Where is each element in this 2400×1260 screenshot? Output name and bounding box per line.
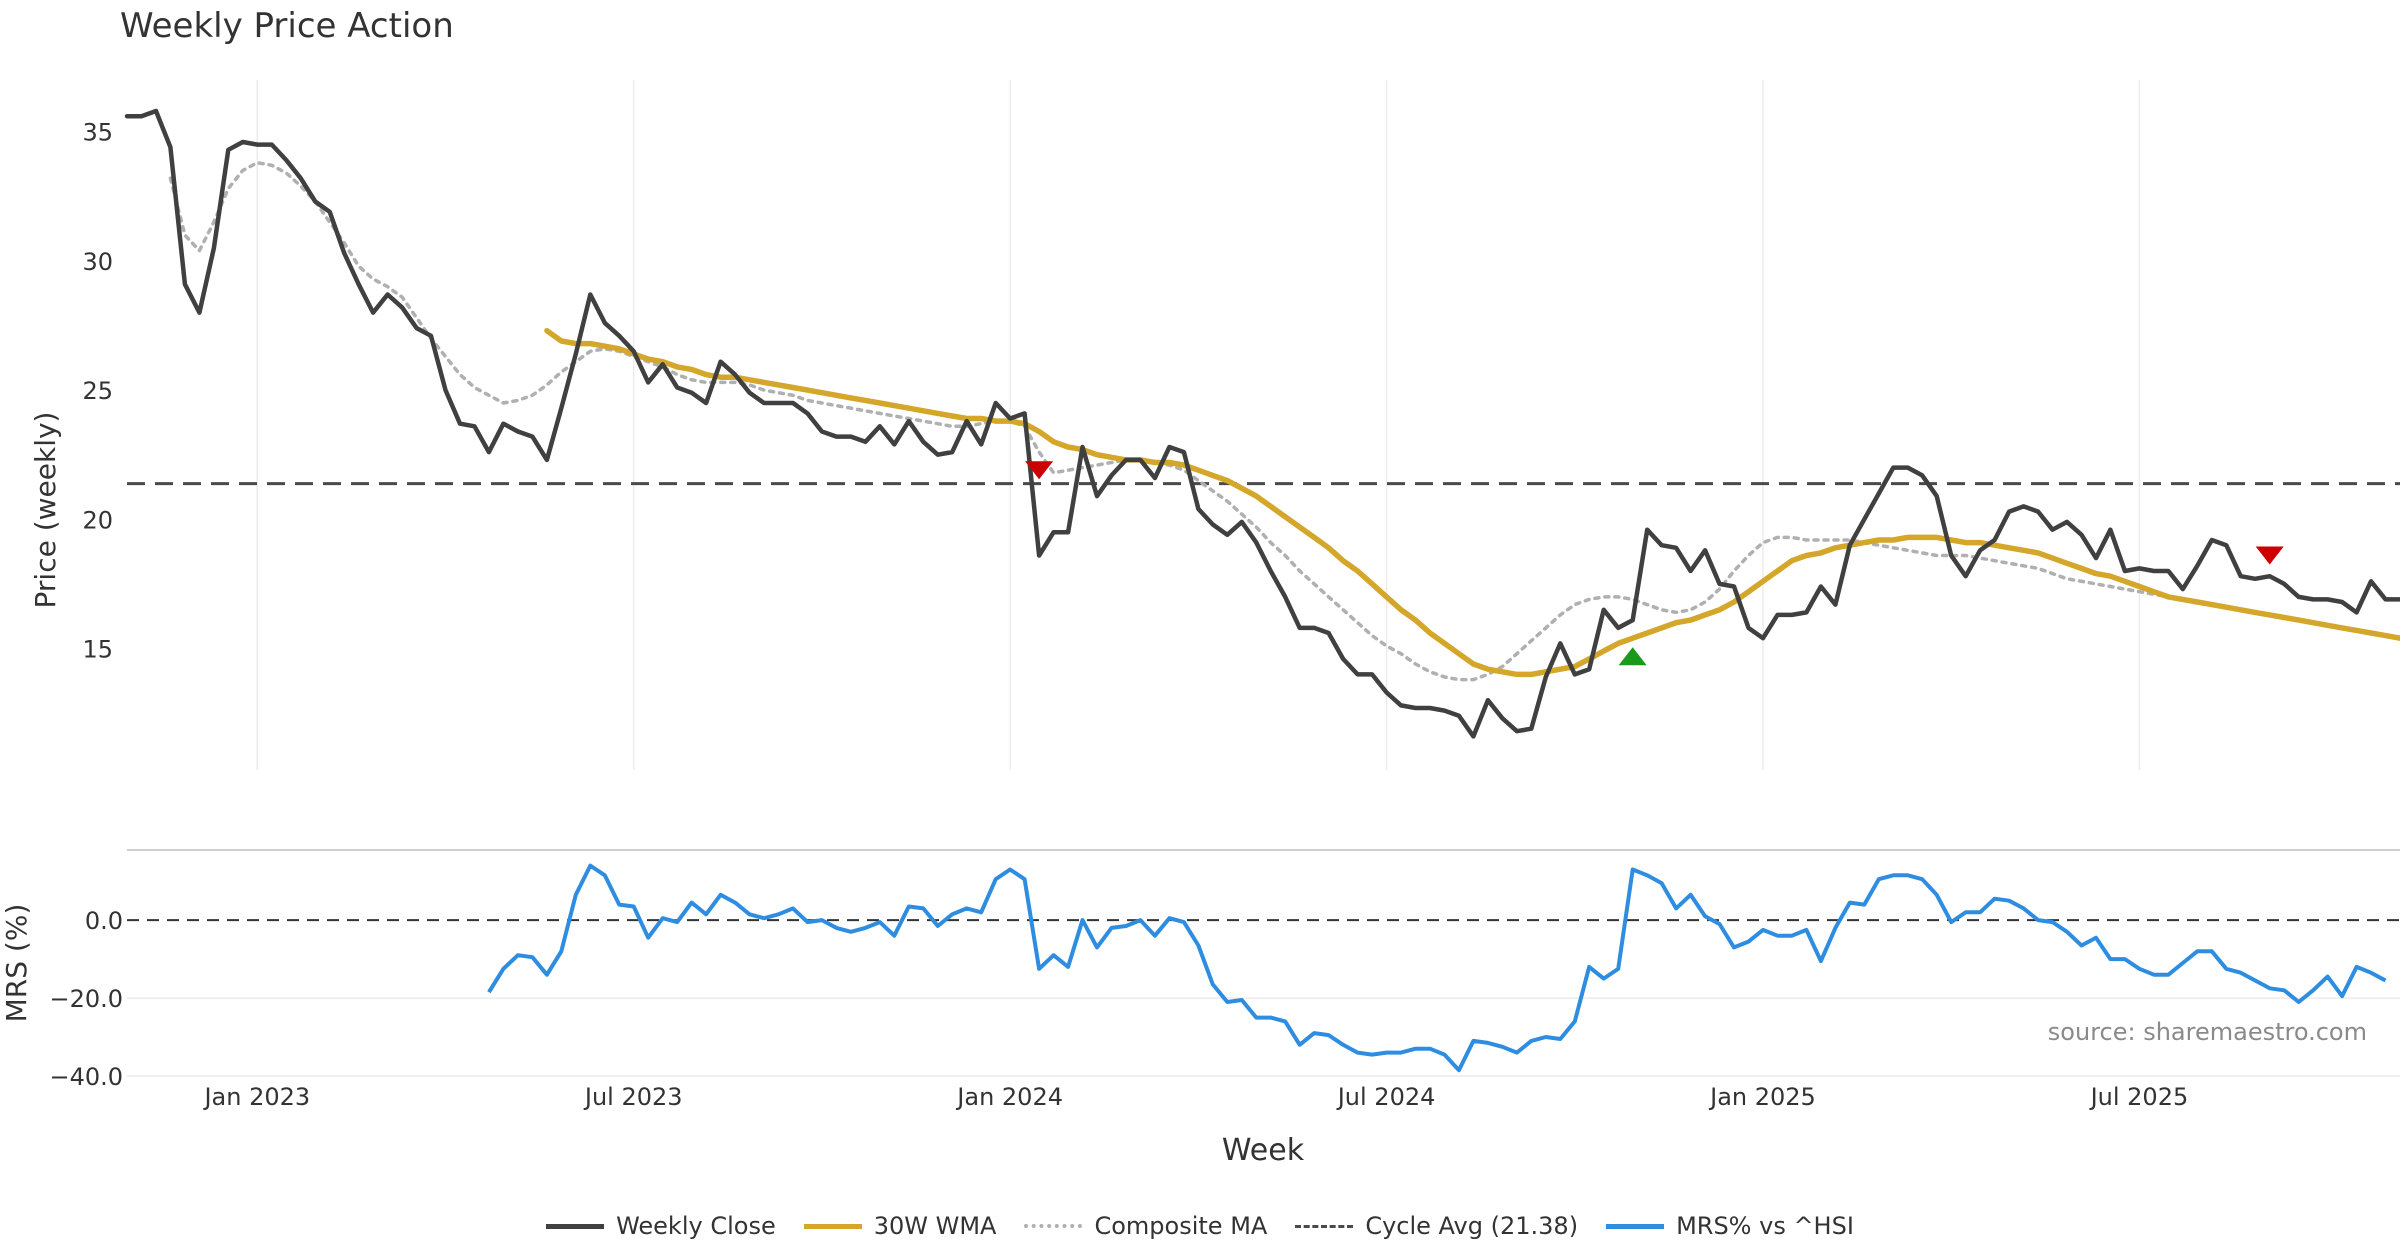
price-y-axis-label: Price (weekly) [29, 412, 62, 609]
legend-label: MRS% vs ^HSI [1676, 1212, 1854, 1240]
buy-signal-marker [1618, 647, 1647, 666]
close-line [124, 108, 2400, 739]
composite-line [168, 160, 2388, 682]
x-tick-label: Jan 2025 [1708, 1083, 1816, 1111]
legend: Weekly Close 30W WMA Composite MA Cycle Avg… [0, 1212, 2400, 1240]
x-tick-label: Jul 2024 [1336, 1083, 1436, 1111]
source-note: source: sharemaestro.com [2047, 1018, 2367, 1046]
mrs-series [487, 863, 2387, 1073]
legend-swatch [546, 1223, 605, 1229]
price-y-tick-label: 30 [82, 248, 113, 276]
mrs-y-tick-label: −40.0 [49, 1063, 123, 1091]
price-series [124, 108, 2400, 739]
x-axis-label: Week [1222, 1133, 1305, 1168]
legend-label: Composite MA [1094, 1212, 1268, 1240]
x-tick-labels: Jan 2023 Jul 2023 Jan 2024 Jul 2024 Jan 2025… [202, 1083, 2188, 1111]
legend-swatch [1606, 1223, 1665, 1229]
price-y-ticks: 15 20 25 30 35 [82, 119, 113, 664]
x-tick-label: Jul 2023 [583, 1083, 683, 1111]
mrs-gridlines [127, 849, 2400, 1077]
legend-swatch [1024, 1224, 1083, 1228]
legend-item: Cycle Avg (21.38) [1295, 1212, 1578, 1240]
mrs-y-tick-label: −20.0 [49, 985, 123, 1013]
chart-title: Weekly Price Action [120, 6, 454, 46]
legend-label: 30W WMA [873, 1212, 997, 1240]
price-gridlines [256, 80, 2141, 770]
mrs-y-ticks: −40.0 −20.0 0.0 [49, 907, 123, 1091]
x-tick-label: Jul 2025 [2089, 1083, 2189, 1111]
price-y-tick-label: 20 [82, 506, 113, 534]
x-tick-label: Jan 2023 [202, 1083, 310, 1111]
wma-line [544, 327, 2400, 678]
legend-swatch [803, 1223, 862, 1229]
mrs-y-tick-label: 0.0 [85, 907, 123, 935]
sell-signal-marker [2255, 546, 2284, 565]
x-tick-label: Jan 2024 [955, 1083, 1063, 1111]
mrs-y-axis-label: MRS (%) [0, 904, 33, 1023]
price-y-tick-label: 15 [82, 636, 113, 664]
mrs-line [487, 863, 2387, 1073]
legend-swatch [1295, 1224, 1354, 1228]
price-y-tick-label: 25 [82, 377, 113, 405]
legend-label: Weekly Close [616, 1212, 776, 1240]
legend-item: Weekly Close [546, 1212, 776, 1240]
legend-item: MRS% vs ^HSI [1606, 1212, 1854, 1240]
price-y-tick-label: 35 [82, 119, 113, 147]
legend-label: Cycle Avg (21.38) [1365, 1212, 1579, 1240]
legend-item: 30W WMA [803, 1212, 997, 1240]
sell-signal-marker [1025, 461, 1054, 480]
signal-markers [1025, 461, 2284, 666]
legend-item: Composite MA [1024, 1212, 1267, 1240]
